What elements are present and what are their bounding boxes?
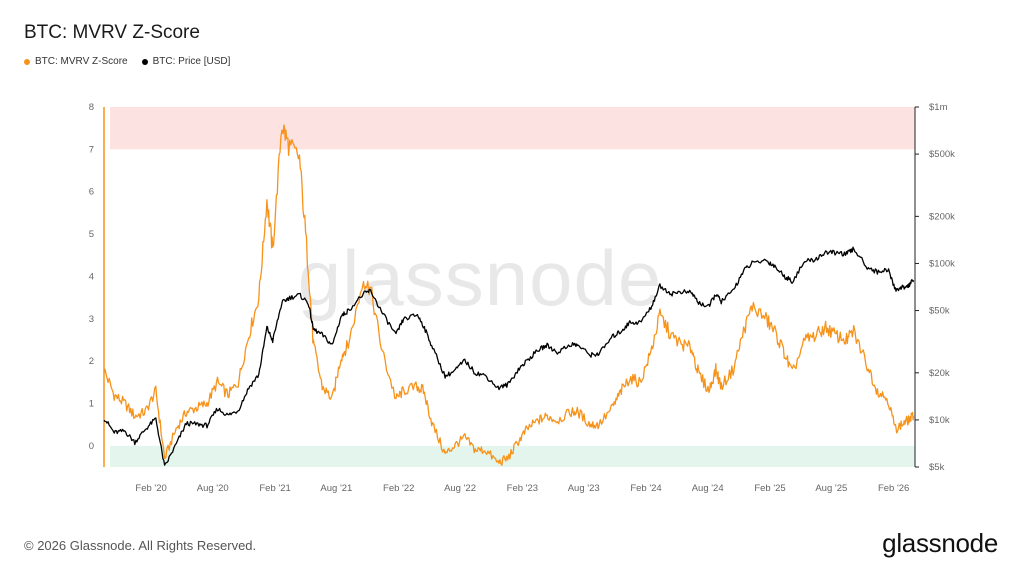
x-tick-label: Feb '26 — [878, 483, 909, 494]
x-tick-label: Feb '21 — [259, 483, 290, 494]
x-tick-label: Feb '20 — [135, 483, 166, 494]
y-right-tick-label: $20k — [929, 368, 950, 379]
x-tick-label: Aug '20 — [197, 483, 229, 494]
legend-item-mvrv[interactable]: BTC: MVRV Z-Score — [24, 56, 128, 67]
legend: BTC: MVRV Z-Score BTC: Price [USD] — [24, 56, 230, 67]
brand-logo: glassnode — [882, 528, 998, 558]
watermark-text: glassnode — [298, 234, 663, 322]
x-tick-label: Feb '23 — [507, 483, 538, 494]
y-left-tick-label: 4 — [89, 271, 94, 282]
y-left-tick-label: 3 — [89, 314, 94, 325]
series-line-btc-price — [103, 246, 915, 466]
overvalued-zone — [110, 107, 915, 150]
x-tick-label: Feb '25 — [754, 483, 785, 494]
y-left-tick-label: 7 — [89, 144, 94, 155]
undervalued-zone — [110, 445, 915, 467]
y-right-tick-label: $5k — [929, 462, 945, 473]
x-tick-label: Feb '24 — [630, 483, 661, 494]
copyright-text: © 2026 Glassnode. All Rights Reserved. — [24, 538, 257, 553]
y-left-tick-label: 2 — [89, 356, 94, 367]
x-tick-label: Aug '22 — [444, 483, 476, 494]
chart-title: BTC: MVRV Z-Score — [24, 22, 200, 43]
x-tick-label: Aug '21 — [320, 483, 352, 494]
y-right-tick-label: $50k — [929, 306, 950, 317]
legend-label-price: BTC: Price [USD] — [152, 56, 231, 67]
y-right-tick-label: $1m — [929, 102, 948, 113]
y-right-tick-label: $200k — [929, 211, 955, 222]
x-tick-label: Aug '24 — [692, 483, 724, 494]
y-left-tick-label: 6 — [89, 187, 94, 198]
legend-label-mvrv: BTC: MVRV Z-Score — [35, 56, 128, 67]
y-right-tick-label: $10k — [929, 415, 950, 426]
y-right-tick-label: $500k — [929, 149, 955, 160]
y-left-tick-label: 1 — [89, 398, 94, 409]
x-tick-label: Aug '25 — [815, 483, 847, 494]
legend-swatch-price — [141, 58, 148, 65]
series-line-mvrv-z-score — [103, 124, 915, 466]
y-left-tick-label: 5 — [89, 229, 94, 240]
x-tick-label: Aug '23 — [568, 483, 600, 494]
x-tick-label: Feb '22 — [383, 483, 414, 494]
legend-swatch-mvrv — [24, 58, 30, 65]
y-right-tick-label: $100k — [929, 258, 955, 269]
y-left-tick-label: 8 — [89, 102, 94, 113]
y-left-tick-label: 0 — [89, 441, 94, 452]
legend-item-price[interactable]: BTC: Price [USD] — [141, 56, 231, 67]
